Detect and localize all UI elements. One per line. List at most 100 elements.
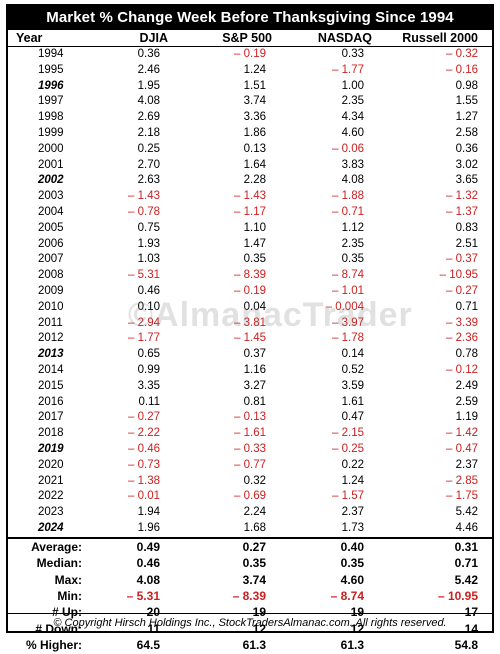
nasdaq-cell: 3.59 xyxy=(341,379,364,392)
djia-cell: 2.18 xyxy=(137,126,160,139)
sp-cell: 1.24 xyxy=(243,63,266,76)
djia-cell: – 0.78 xyxy=(128,205,160,218)
table-row: 1998 2.69 3.36 4.34 1.27 xyxy=(8,110,492,126)
sp-cell: 3.27 xyxy=(243,379,266,392)
djia-cell: 4.08 xyxy=(137,95,160,108)
header-russell: Russell 2000 xyxy=(390,30,492,47)
djia-cell: – 1.38 xyxy=(128,474,160,487)
table-title: Market % Change Week Before Thanksgiving… xyxy=(8,6,492,30)
year-cell: 2014 xyxy=(38,363,64,376)
sp-cell: – 8.39 xyxy=(234,269,266,282)
year-cell: 2000 xyxy=(38,142,64,155)
djia-cell: – 1.43 xyxy=(128,190,160,203)
russell-cell: 0.78 xyxy=(455,348,478,361)
nasdaq-cell: 3.83 xyxy=(341,158,364,171)
sp-cell: 3.74 xyxy=(243,95,266,108)
table-row: 2003 – 1.43 – 1.43 – 1.88 – 1.32 xyxy=(8,189,492,205)
stat-russell-cell: 54.8 xyxy=(454,638,478,653)
nasdaq-cell: 1.12 xyxy=(341,221,364,234)
sp-cell: – 1.17 xyxy=(234,205,266,218)
table-row: 2008 – 5.31 – 8.39 – 8.74 – 10.95 xyxy=(8,268,492,284)
russell-cell: 3.02 xyxy=(455,158,478,171)
djia-cell: 2.46 xyxy=(137,63,160,76)
nasdaq-cell: 4.60 xyxy=(341,126,364,139)
russell-cell: 0.98 xyxy=(455,79,478,92)
russell-cell: – 0.12 xyxy=(446,363,478,376)
year-cell: 2022 xyxy=(38,490,64,503)
year-cell: 2023 xyxy=(38,506,64,519)
stat-sp-cell: 3.74 xyxy=(242,572,266,587)
djia-cell: 0.36 xyxy=(137,48,160,60)
nasdaq-cell: 0.47 xyxy=(341,411,364,424)
russell-cell: 2.59 xyxy=(455,395,478,408)
russell-cell: 2.37 xyxy=(455,458,478,471)
sp-cell: – 3.81 xyxy=(234,316,266,329)
year-cell: 2011 xyxy=(38,316,63,329)
table-row: 2013 0.65 0.37 0.14 0.78 xyxy=(8,347,492,363)
table-row: 2024 1.96 1.68 1.73 4.46 xyxy=(8,521,492,538)
russell-cell: – 10.95 xyxy=(439,269,478,282)
table-row: 2002 2.63 2.28 4.08 3.65 xyxy=(8,173,492,189)
year-cell: 2010 xyxy=(38,300,64,313)
stat-sp-cell: 12 xyxy=(252,621,266,636)
year-cell: 2004 xyxy=(38,205,64,218)
stat-sp-cell: 19 xyxy=(252,605,266,620)
russell-cell: – 3.39 xyxy=(446,316,478,329)
year-cell: 1994 xyxy=(38,48,64,60)
stat-djia-cell: 4.08 xyxy=(136,572,160,587)
year-cell: 2009 xyxy=(38,284,64,297)
djia-cell: – 0.27 xyxy=(128,411,160,424)
russell-cell: 0.71 xyxy=(455,300,478,313)
stat-djia-cell: – 5.31 xyxy=(126,588,160,603)
russell-cell: 0.36 xyxy=(455,142,478,155)
russell-cell: 2.51 xyxy=(455,237,478,250)
sp-cell: – 0.77 xyxy=(234,458,266,471)
nasdaq-cell: 2.37 xyxy=(341,506,364,519)
stat-russell-cell: 0.71 xyxy=(454,556,478,571)
sp-cell: – 0.19 xyxy=(234,284,266,297)
table-row: 1997 4.08 3.74 2.35 1.55 xyxy=(8,94,492,110)
year-cell: 2024 xyxy=(38,521,64,534)
sp-cell: 1.68 xyxy=(243,521,266,534)
sp-cell: 3.36 xyxy=(243,111,266,124)
table-row: 2012 – 1.77 – 1.45 – 1.78 – 2.36 xyxy=(8,331,492,347)
russell-cell: – 1.75 xyxy=(446,490,478,503)
year-cell: 2012 xyxy=(38,332,64,345)
sp-cell: 1.47 xyxy=(243,237,266,250)
year-cell: 2005 xyxy=(38,221,64,234)
year-cell: 2008 xyxy=(38,269,64,282)
sp-cell: 1.16 xyxy=(243,363,266,376)
stat-nasdaq-cell: 19 xyxy=(350,605,364,620)
nasdaq-cell: 1.24 xyxy=(341,474,364,487)
stat-label: Max: xyxy=(54,572,82,587)
djia-cell: 0.11 xyxy=(138,395,160,408)
stat-djia-cell: 11 xyxy=(147,621,160,636)
header-nasdaq: NASDAQ xyxy=(288,30,390,47)
djia-cell: 1.94 xyxy=(137,506,160,519)
stat-djia-cell: 0.46 xyxy=(136,556,160,571)
sp-cell: 0.81 xyxy=(243,395,266,408)
russell-cell: – 0.16 xyxy=(446,63,478,76)
sp-cell: 0.04 xyxy=(243,300,266,313)
year-cell: 2019 xyxy=(38,442,64,455)
stat-sp-cell: 0.35 xyxy=(242,556,266,571)
djia-cell: – 2.22 xyxy=(128,427,160,440)
stat-row: Min: – 5.31 – 8.39 – 8.74 – 10.95 xyxy=(8,588,492,604)
year-rows: 1994 0.36 – 0.19 0.33 – 0.32 1995 2.46 1.24 – 1.… xyxy=(8,47,492,538)
year-cell: 2013 xyxy=(38,348,64,361)
stat-label: # Down: xyxy=(35,621,82,636)
nasdaq-cell: – 0.06 xyxy=(332,142,364,155)
year-cell: 1996 xyxy=(38,79,64,92)
nasdaq-cell: – 1.88 xyxy=(332,190,364,203)
year-cell: 2016 xyxy=(38,395,64,408)
year-cell: 1997 xyxy=(38,95,64,108)
stat-row: # Down: 11 12 12 14 xyxy=(8,621,492,637)
table-row: 2005 0.75 1.10 1.12 0.83 xyxy=(8,221,492,237)
nasdaq-cell: 2.35 xyxy=(341,237,364,250)
stat-label: % Higher: xyxy=(25,638,82,653)
table-row: 2019 – 0.46 – 0.33 – 0.25 – 0.47 xyxy=(8,442,492,458)
stat-row: Median: 0.46 0.35 0.35 0.71 xyxy=(8,555,492,571)
year-cell: 1995 xyxy=(38,63,64,76)
djia-cell: 2.63 xyxy=(137,174,160,187)
djia-cell: – 1.77 xyxy=(128,332,160,345)
